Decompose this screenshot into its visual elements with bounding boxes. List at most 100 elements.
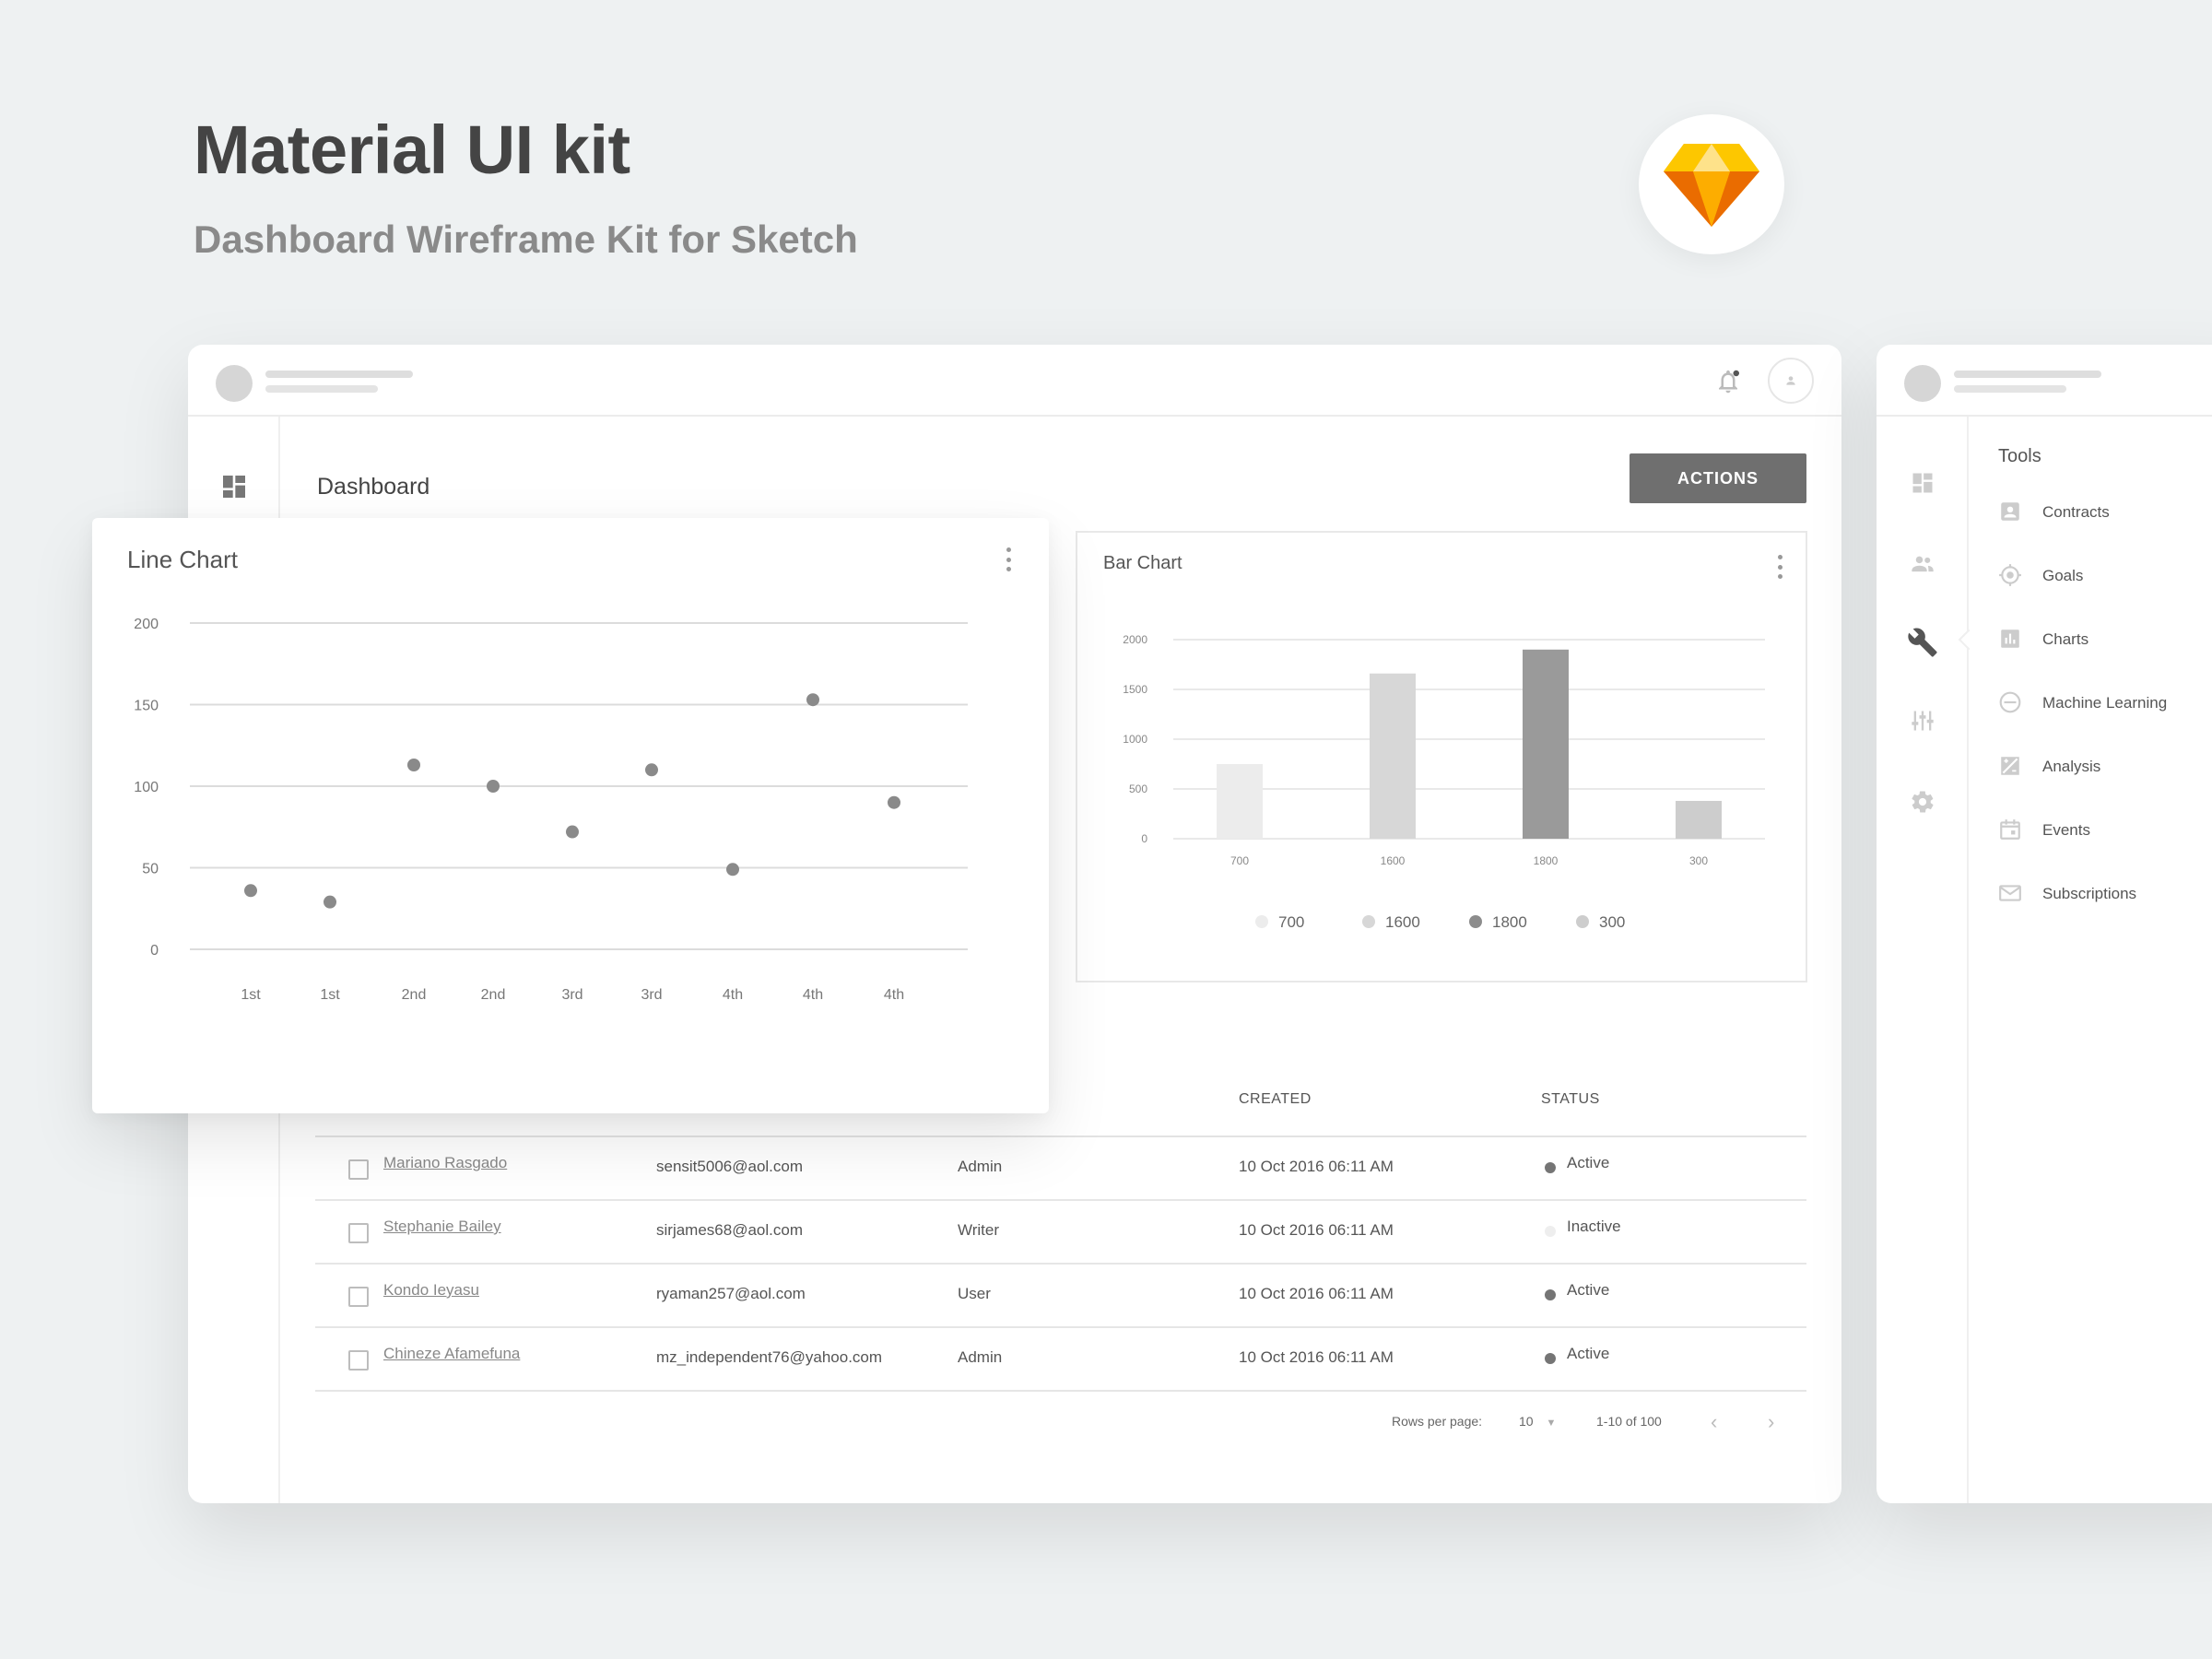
menu-item-analysis[interactable]: Analysis — [1998, 750, 2212, 783]
menu-item-label: Analysis — [2042, 758, 2101, 775]
user-role: Writer — [958, 1221, 1000, 1239]
bar-chart-bar — [1370, 673, 1416, 839]
menu-item-machine-learning[interactable]: Machine Learning — [1998, 687, 2212, 720]
pagination-range: 1-10 of 100 — [1596, 1414, 1662, 1429]
created-date: 10 Oct 2016 06:11 AM — [1239, 1348, 1394, 1366]
dashboard-icon[interactable] — [1910, 470, 1936, 496]
menu-item-label: Events — [2042, 821, 2090, 839]
user-name-link[interactable]: Kondo Ieyasu — [383, 1281, 479, 1299]
menu-item-charts[interactable]: Charts — [1998, 623, 2212, 656]
bar-chart-legend-label: 1600 — [1385, 913, 1420, 931]
table-row[interactable]: Stephanie Bailey sirjames68@aol.com Writer… — [315, 1201, 1806, 1265]
status-indicator — [1545, 1162, 1556, 1173]
menu-item-events[interactable]: Events — [1998, 814, 2212, 847]
menu-item-contracts[interactable]: Contracts — [1998, 496, 2212, 529]
bar-chart-more-icon[interactable] — [1776, 555, 1783, 579]
line-chart-x-tick: 4th — [884, 987, 904, 1003]
user-email: ryaman257@aol.com — [656, 1285, 806, 1302]
previous-page-icon[interactable]: ‹ — [1711, 1410, 1718, 1433]
row-checkbox[interactable] — [348, 1159, 369, 1180]
user-email: sirjames68@aol.com — [656, 1221, 803, 1239]
rows-per-page-label: Rows per page: — [1392, 1414, 1483, 1429]
sketch-diamond-icon — [1664, 144, 1759, 227]
row-checkbox[interactable] — [348, 1287, 369, 1307]
app-name-placeholder — [265, 371, 413, 378]
bar-chart-y-tick: 500 — [1129, 782, 1147, 795]
notification-bell-icon[interactable] — [1714, 369, 1742, 396]
line-chart-point — [806, 693, 819, 707]
user-email: mz_independent76@yahoo.com — [656, 1348, 883, 1366]
line-chart-x-tick: 1st — [320, 987, 340, 1003]
bar-chart-x-tick: 300 — [1689, 854, 1708, 867]
user-avatar-button[interactable] — [1768, 358, 1814, 404]
status-text: Active — [1567, 1345, 1610, 1362]
user-name-link[interactable]: Mariano Rasgado — [383, 1154, 508, 1171]
column-header-created[interactable]: CREATED — [1239, 1091, 1312, 1107]
created-date: 10 Oct 2016 06:11 AM — [1239, 1158, 1394, 1175]
user-role: Admin — [958, 1158, 1003, 1175]
people-icon[interactable] — [1910, 551, 1936, 577]
machine-learning-icon — [1999, 691, 2021, 713]
line-chart-point — [566, 825, 579, 839]
table-row[interactable]: Mariano Rasgado sensit5006@aol.com Admin 10… — [315, 1137, 1806, 1201]
user-role: Admin — [958, 1348, 1003, 1366]
bar-chart-bar — [1676, 800, 1722, 839]
dashboard-icon[interactable] — [219, 472, 249, 501]
user-name-link[interactable]: Stephanie Bailey — [383, 1218, 501, 1235]
contracts-icon — [2001, 502, 2019, 521]
user-email: sensit5006@aol.com — [656, 1158, 804, 1175]
tools-app-name-placeholder — [1954, 371, 2101, 378]
row-checkbox[interactable] — [348, 1223, 369, 1243]
status-indicator — [1545, 1226, 1556, 1237]
wrench-icon[interactable] — [1907, 627, 1938, 658]
status-text: Inactive — [1567, 1218, 1621, 1235]
bar-chart-y-tick: 2000 — [1123, 633, 1147, 646]
app-logo-placeholder[interactable] — [216, 365, 253, 402]
status-text: Active — [1567, 1154, 1610, 1171]
hero-subtitle: Dashboard Wireframe Kit for Sketch — [194, 218, 858, 261]
line-chart-x-tick: 3rd — [561, 987, 582, 1003]
goals-icon — [1999, 564, 2021, 586]
events-icon — [2000, 819, 2020, 840]
line-chart-point — [487, 780, 500, 793]
tools-app-logo-placeholder[interactable] — [1904, 365, 1941, 402]
status-indicator — [1545, 1289, 1556, 1300]
user-role: User — [958, 1285, 991, 1302]
line-chart-more-icon[interactable] — [1005, 547, 1012, 571]
next-page-icon[interactable]: › — [1768, 1410, 1775, 1433]
line-chart-y-tick: 200 — [134, 617, 159, 632]
equalizer-icon[interactable] — [1910, 708, 1936, 734]
bar-chart-y-tick: 0 — [1141, 832, 1147, 845]
line-chart-point — [324, 895, 336, 909]
bar-chart-bar — [1523, 649, 1569, 839]
tools-window: Tools Contracts Goals Charts Machine Lea… — [1877, 345, 2212, 1503]
bar-chart-legend-swatch — [1255, 915, 1268, 928]
subscriptions-icon — [1999, 885, 2021, 901]
settings-gear-icon[interactable] — [1910, 789, 1936, 815]
line-chart-y-tick: 50 — [142, 862, 159, 877]
table-row[interactable]: Chineze Afamefuna mz_independent76@yahoo.… — [315, 1328, 1806, 1392]
actions-button[interactable]: ACTIONS — [1630, 453, 1806, 503]
bar-chart-x-tick: 1800 — [1534, 854, 1559, 867]
line-chart-x-tick: 4th — [723, 987, 743, 1003]
bar-chart-legend-label: 300 — [1599, 913, 1625, 931]
dropdown-caret-icon: ▼ — [1546, 1418, 1557, 1429]
bar-chart-plot: 2000 1500 1000 500 0 700 1600 1800 300 700 1600 180… — [1123, 633, 1765, 931]
row-checkbox[interactable] — [348, 1350, 369, 1371]
page-title: Dashboard — [317, 474, 430, 500]
line-chart-point — [244, 884, 257, 898]
menu-item-label: Goals — [2042, 567, 2084, 584]
created-date: 10 Oct 2016 06:11 AM — [1239, 1285, 1394, 1302]
sketch-logo — [1639, 114, 1784, 254]
tools-top-app-bar — [1877, 345, 2212, 417]
menu-item-subscriptions[interactable]: Subscriptions — [1998, 877, 2212, 911]
menu-item-label: Charts — [2042, 630, 2089, 648]
table-row[interactable]: Kondo Ieyasu ryaman257@aol.com User 10 Oct … — [315, 1265, 1806, 1328]
menu-item-goals[interactable]: Goals — [1998, 559, 2212, 593]
column-header-status[interactable]: STATUS — [1541, 1091, 1600, 1107]
rows-per-page-select[interactable]: 10 ▼ — [1519, 1414, 1556, 1429]
user-name-link[interactable]: Chineze Afamefuna — [383, 1345, 521, 1362]
rows-per-page-value: 10 — [1519, 1414, 1534, 1429]
bar-chart-y-tick: 1000 — [1123, 733, 1147, 746]
analysis-icon — [2001, 757, 2019, 775]
